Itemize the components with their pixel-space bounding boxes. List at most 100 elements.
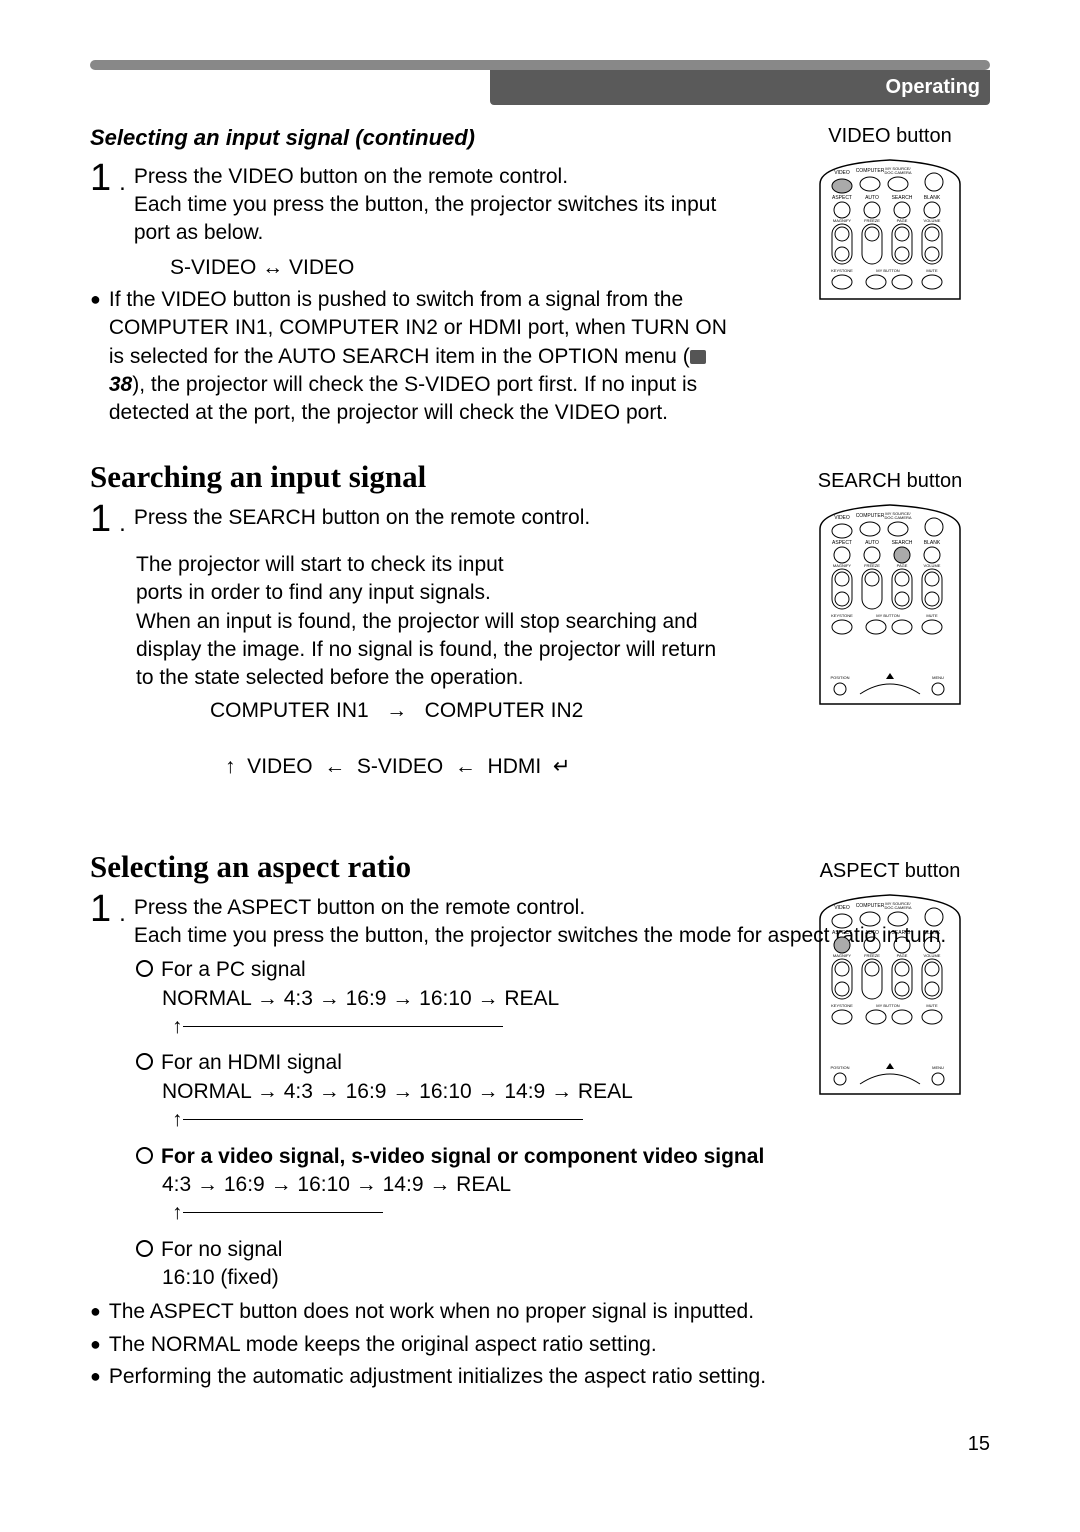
- svg-text:FREEZE: FREEZE: [864, 953, 880, 958]
- section1-ref: 38: [109, 373, 132, 396]
- svg-text:PAGE: PAGE: [897, 953, 908, 958]
- section1-svideo-video: S-VIDEO ↔ VIDEO: [170, 254, 730, 282]
- svg-text:SEARCH: SEARCH: [892, 195, 913, 201]
- section2-seq2-text: VIDEO ← S-VIDEO ← HDMI: [236, 755, 553, 778]
- video-button-callout: VIDEO button VIDEO COMPUTER MY SOURCE/ D…: [790, 123, 990, 304]
- svg-text:DOC.CAMERA: DOC.CAMERA: [884, 515, 911, 520]
- svg-text:KEYSTONE: KEYSTONE: [831, 1003, 853, 1008]
- search-button-callout: SEARCH button VIDEO COMPUTER MY SOURCE/ …: [790, 468, 990, 709]
- header-operating-bar: Operating: [490, 70, 990, 105]
- step-dot: .: [119, 892, 126, 935]
- svg-text:POSITION: POSITION: [830, 675, 849, 680]
- bullet-icon: ●: [90, 1331, 101, 1359]
- section2-step1-line1: Press the SEARCH button on the remote co…: [134, 506, 590, 529]
- svg-text:ASPECT: ASPECT: [832, 540, 852, 546]
- book-ref-icon: [690, 345, 707, 368]
- hdmi-signal-label: For an HDMI signal: [136, 1051, 342, 1074]
- aspect-button-label: ASPECT button: [790, 858, 990, 885]
- section2-seq2: ↑ VIDEO ← S-VIDEO ← HDMI ↵: [190, 725, 730, 810]
- svg-text:PAGE: PAGE: [897, 563, 908, 568]
- svg-text:MENU: MENU: [932, 675, 944, 680]
- svg-text:FREEZE: FREEZE: [864, 563, 880, 568]
- video-signal-seq: 4:3 → 16:9 → 16:10 → 14:9 → REAL: [162, 1171, 990, 1199]
- svg-text:VOLUME: VOLUME: [924, 953, 941, 958]
- svg-text:SEARCH: SEARCH: [892, 930, 913, 936]
- video-return-arrow: ↑: [172, 1199, 990, 1227]
- svg-text:MAGNIFY: MAGNIFY: [833, 953, 852, 958]
- svg-text:COMPUTER: COMPUTER: [856, 903, 885, 909]
- svg-text:ASPECT: ASPECT: [832, 930, 852, 936]
- step-dot: .: [119, 161, 126, 204]
- svg-text:MUTE: MUTE: [926, 268, 938, 273]
- section3-step1-line1: Press the ASPECT button on the remote co…: [134, 896, 585, 919]
- svg-text:VOLUME: VOLUME: [924, 218, 941, 223]
- nosig-label: For no signal: [136, 1238, 282, 1261]
- svg-text:KEYSTONE: KEYSTONE: [831, 268, 853, 273]
- svg-text:VIDEO: VIDEO: [834, 170, 850, 176]
- section1-bullet1-b: ), the projector will check the S-VIDEO …: [109, 373, 697, 424]
- section-selecting-input: VIDEO button VIDEO COMPUTER MY SOURCE/ D…: [90, 123, 990, 428]
- bullet-icon: ●: [90, 286, 101, 428]
- svg-text:VIDEO: VIDEO: [834, 515, 850, 521]
- video-button-label: VIDEO button: [790, 123, 990, 150]
- step-number-1b: 1: [90, 502, 111, 536]
- section1-step1: 1. Press the VIDEO button on the remote …: [90, 161, 730, 248]
- step-number-1c: 1: [90, 892, 111, 926]
- remote-control-aspect: VIDEO COMPUTER MY SOURCE/ DOC.CAMERA ASP…: [810, 889, 970, 1099]
- hdmi-return-arrow: ↑: [172, 1106, 990, 1134]
- section2-step1: 1. Press the SEARCH button on the remote…: [90, 502, 730, 545]
- section1-step1-line2: Each time you press the button, the proj…: [134, 193, 716, 244]
- section3-b3-text: Performing the automatic adjustment init…: [109, 1363, 766, 1391]
- svg-text:VIDEO: VIDEO: [834, 905, 850, 911]
- aspect-button-callout: ASPECT button VIDEO COMPUTER MY SOURCE/ …: [790, 858, 990, 1099]
- svg-text:MAGNIFY: MAGNIFY: [833, 563, 852, 568]
- section1-title: Selecting an input signal (continued): [90, 123, 730, 153]
- section1-bullet1: ● If the VIDEO button is pushed to switc…: [90, 286, 730, 428]
- svg-text:MY BUTTON: MY BUTTON: [876, 613, 900, 618]
- svg-text:BLANK: BLANK: [924, 195, 941, 201]
- section-searching: SEARCH button VIDEO COMPUTER MY SOURCE/ …: [90, 502, 990, 810]
- svg-text:BLANK: BLANK: [924, 540, 941, 546]
- svg-text:COMPUTER: COMPUTER: [856, 168, 885, 174]
- section1-bullet1-a: If the VIDEO button is pushed to switch …: [109, 288, 727, 368]
- svg-text:FREEZE: FREEZE: [864, 218, 880, 223]
- svg-text:MENU: MENU: [932, 1065, 944, 1070]
- svg-text:MUTE: MUTE: [926, 1003, 938, 1008]
- section3-b2-text: The NORMAL mode keeps the original aspec…: [109, 1331, 657, 1359]
- step-dot: .: [119, 502, 126, 545]
- bullet-icon: ●: [90, 1298, 101, 1326]
- remote-control-search: VIDEO COMPUTER MY SOURCE/ DOC.CAMERA ASP…: [810, 499, 970, 709]
- svg-text:VOLUME: VOLUME: [924, 563, 941, 568]
- svg-text:AUTO: AUTO: [865, 540, 879, 546]
- section2-seq1: COMPUTER IN1 → COMPUTER IN2: [210, 697, 730, 725]
- remote-control-video: VIDEO COMPUTER MY SOURCE/ DOC.CAMERA ASP…: [810, 154, 970, 304]
- header-top-bar: [90, 60, 990, 70]
- search-button-label: SEARCH button: [790, 468, 990, 495]
- svg-text:POSITION: POSITION: [830, 1065, 849, 1070]
- svg-text:MY BUTTON: MY BUTTON: [876, 1003, 900, 1008]
- svg-text:COMPUTER: COMPUTER: [856, 513, 885, 519]
- svg-text:KEYSTONE: KEYSTONE: [831, 613, 853, 618]
- pc-signal-label: For a PC signal: [136, 958, 306, 981]
- svg-text:ASPECT: ASPECT: [832, 195, 852, 201]
- svg-text:SEARCH: SEARCH: [892, 540, 913, 546]
- section2-para1: The projector will start to check its in…: [136, 551, 536, 608]
- svg-text:PAGE: PAGE: [897, 218, 908, 223]
- svg-text:MUTE: MUTE: [926, 613, 938, 618]
- svg-text:DOC.CAMERA: DOC.CAMERA: [884, 905, 911, 910]
- section-aspect: ASPECT button VIDEO COMPUTER MY SOURCE/ …: [90, 892, 990, 1392]
- nosig-seq: 16:10 (fixed): [162, 1264, 990, 1292]
- svg-text:MAGNIFY: MAGNIFY: [833, 218, 852, 223]
- step-number-1: 1: [90, 161, 111, 195]
- svg-text:MY BUTTON: MY BUTTON: [876, 268, 900, 273]
- video-signal-label: For a video signal, s-video signal or co…: [136, 1145, 764, 1168]
- video-signal-label-text: For a video signal, s-video signal or co…: [161, 1145, 764, 1168]
- page-number: 15: [90, 1431, 990, 1458]
- svg-text:AUTO: AUTO: [865, 930, 879, 936]
- svg-text:BLANK: BLANK: [924, 930, 941, 936]
- svg-text:AUTO: AUTO: [865, 195, 879, 201]
- section1-step1-line1: Press the VIDEO button on the remote con…: [134, 165, 568, 188]
- section3-b2: ● The NORMAL mode keeps the original asp…: [90, 1331, 990, 1359]
- section3-b1: ● The ASPECT button does not work when n…: [90, 1298, 990, 1326]
- bullet-icon: ●: [90, 1363, 101, 1391]
